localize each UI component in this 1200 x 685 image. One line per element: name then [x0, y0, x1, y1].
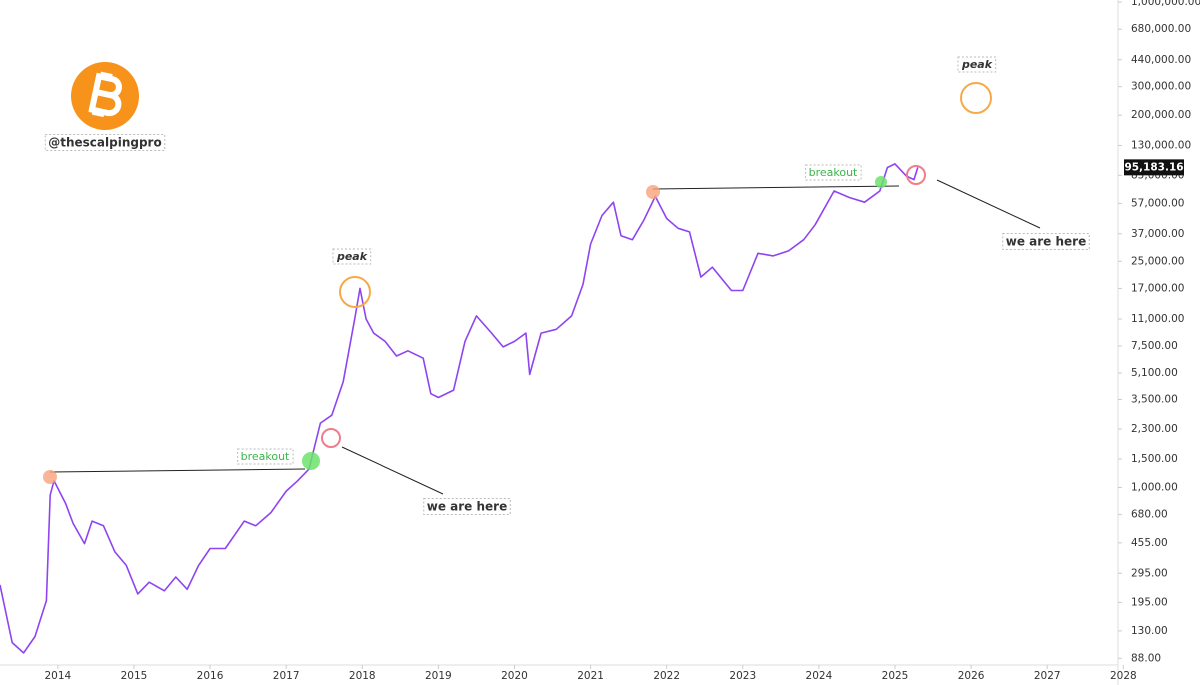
y-tick-label: 680.00 [1131, 509, 1168, 521]
top-marker [43, 470, 57, 484]
y-tick-label: 130,000.00 [1131, 139, 1191, 151]
y-tick-label: 200,000.00 [1131, 109, 1191, 121]
x-tick-label: 2023 [729, 670, 756, 682]
y-tick-label: 295.00 [1131, 567, 1168, 579]
y-tick-label: 11,000.00 [1131, 313, 1184, 325]
y-tick-label: 1,500.00 [1131, 453, 1178, 465]
annotation: we are here [427, 500, 507, 514]
peak-marker [339, 276, 371, 308]
annotation-box [805, 164, 862, 181]
x-tick-label: 2017 [273, 670, 300, 682]
handle: @thescalpingpro [48, 136, 161, 150]
annotation-box [332, 248, 372, 265]
annotation: breakout [241, 450, 290, 463]
y-tick-label: 37,000.00 [1131, 228, 1184, 240]
pointer [936, 179, 1041, 229]
y-tick-label: 25,000.00 [1131, 255, 1184, 267]
x-tick-label: 2019 [425, 670, 452, 682]
y-tick-label: 680,000.00 [1131, 23, 1191, 35]
logo [71, 62, 139, 130]
plot [0, 163, 919, 654]
annotation: peak [961, 58, 993, 71]
x-tick-label: 2027 [1034, 670, 1061, 682]
y-tick-label: 88.00 [1131, 652, 1161, 664]
logo-glyph [88, 71, 122, 118]
annotation: breakout [809, 166, 858, 179]
x-tick-label: 2018 [349, 670, 376, 682]
y-tick-label: 7,500.00 [1131, 340, 1178, 352]
y-tick-label: 57,000.00 [1131, 197, 1184, 209]
x-tick-label: 2025 [882, 670, 909, 682]
top-marker [646, 185, 660, 199]
y-tick-label: 130.00 [1131, 625, 1168, 637]
annotation-box [423, 498, 511, 515]
annotation-box [957, 56, 997, 73]
breakout-marker [302, 452, 320, 470]
y-tick-label: 5,100.00 [1131, 367, 1178, 379]
peak-marker [960, 82, 992, 114]
resistance-line [652, 185, 900, 190]
price-label-box [1124, 159, 1184, 176]
annotation: peak [336, 250, 368, 263]
y-tick-label: 455.00 [1131, 537, 1168, 549]
y-tick-label: 195.00 [1131, 596, 1168, 608]
resistance-line [49, 468, 306, 473]
here-marker [906, 165, 926, 185]
x-tick-label: 2022 [653, 670, 680, 682]
pointer [341, 446, 444, 495]
y-tick-label: 440,000.00 [1131, 54, 1191, 66]
x-tick-label: 2024 [806, 670, 833, 682]
breakout-marker [875, 176, 887, 188]
x-tick-label: 2021 [577, 670, 604, 682]
y-tick-label: 17,000.00 [1131, 282, 1184, 294]
price-label: 95,183.16 [1124, 161, 1183, 173]
x-tick-label: 2028 [1110, 670, 1137, 682]
price-line [0, 163, 919, 654]
annotation-box [1002, 233, 1090, 250]
x-tick-label: 2015 [121, 670, 148, 682]
annotation-box [44, 134, 166, 151]
y-tick-label: 1,000.00 [1131, 482, 1178, 494]
annotation: we are here [1006, 235, 1086, 249]
y-tick-label: 3,500.00 [1131, 393, 1178, 405]
y-tick-label: 1,000,000.00 [1131, 0, 1200, 8]
x-tick-label: 2014 [44, 670, 71, 682]
y-tick-label: 2,300.00 [1131, 423, 1178, 435]
x-tick-label: 2026 [958, 670, 985, 682]
x-tick-label: 2020 [501, 670, 528, 682]
annotation-box [237, 448, 294, 465]
x-tick-label: 2016 [197, 670, 224, 682]
y-tick-label: 300,000.00 [1131, 81, 1191, 93]
here-marker [321, 428, 341, 448]
